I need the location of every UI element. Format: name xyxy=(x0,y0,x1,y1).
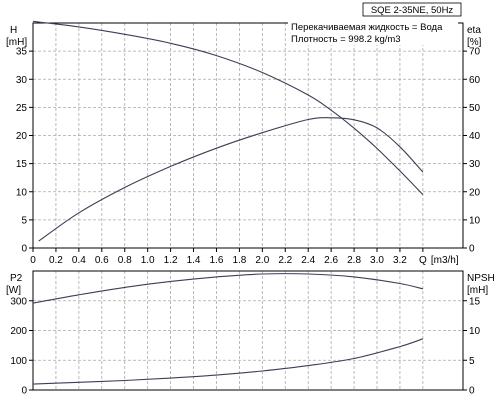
x-axis-unit: [m3/h] xyxy=(431,255,459,266)
upper-right-tick-label: 70 xyxy=(469,47,481,58)
lower-left-axis-label: P2 xyxy=(10,273,23,284)
x-tick-label: 0.2 xyxy=(49,255,63,266)
lower-left-axis-unit: [W] xyxy=(6,285,21,296)
x-tick-label: 1.8 xyxy=(232,255,246,266)
lower-series-0 xyxy=(32,273,424,304)
x-tick-label: 1.2 xyxy=(164,255,178,266)
lower-frame xyxy=(32,270,464,391)
upper-left-tick-label: 20 xyxy=(16,131,28,142)
x-tick-label: 3.0 xyxy=(370,255,384,266)
x-tick-label: 1.4 xyxy=(187,255,201,266)
lower-right-tick-label: 15 xyxy=(469,296,481,307)
upper-series-1 xyxy=(38,117,424,242)
x-tick-label: 1.0 xyxy=(141,255,155,266)
x-tick-label: 2.0 xyxy=(255,255,269,266)
upper-right-tick-label: 30 xyxy=(469,159,481,170)
upper-frame xyxy=(32,22,464,249)
lower-right-tick-label: 0 xyxy=(469,386,475,397)
x-tick-label: 0.6 xyxy=(95,255,109,266)
upper-right-tick-label: 50 xyxy=(469,103,481,114)
upper-right-axis-unit: [%] xyxy=(467,37,482,48)
upper-left-tick-label: 25 xyxy=(16,103,28,114)
lower-right-tick-label: 10 xyxy=(469,326,481,337)
upper-left-tick-label: 15 xyxy=(16,159,28,170)
upper-left-axis-label: H xyxy=(10,25,17,36)
lower-series-1 xyxy=(32,338,424,385)
x-axis-label-q: Q xyxy=(419,255,427,266)
upper-right-tick-label: 10 xyxy=(469,215,481,226)
upper-right-tick-label: 20 xyxy=(469,187,481,198)
x-tick-label: 3.2 xyxy=(393,255,407,266)
upper-panel: 0 5 10 15 20 25 30 35 0 10 20 30 40 50 60 70 H[mH] eta[%] xyxy=(6,20,482,255)
upper-right-tick-label: 60 xyxy=(469,75,481,86)
lower-left-tick-label: 200 xyxy=(10,326,27,337)
x-tick-label: 0.8 xyxy=(118,255,132,266)
upper-left-tick-label: 35 xyxy=(16,47,28,58)
upper-left-tick-label: 0 xyxy=(21,244,27,255)
info-box xyxy=(288,19,458,45)
x-tick-label: 2.4 xyxy=(301,255,315,266)
lower-left-tick-label: 300 xyxy=(10,296,27,307)
lower-right-axis-label: NPSH xyxy=(467,273,495,284)
upper-left-tick-label: 30 xyxy=(16,75,28,86)
chart-title: SQE 2-35NE, 50Hz xyxy=(371,5,454,16)
title-box xyxy=(362,2,462,17)
x-tick-label: 2.8 xyxy=(347,255,361,266)
upper-right-tick-label: 40 xyxy=(469,131,481,142)
upper-right-tick-label: 0 xyxy=(469,244,475,255)
upper-left-tick-label: 10 xyxy=(16,187,28,198)
x-axis: 0 0.2 0.4 0.6 0.8 1.0 1.2 1.4 1.6 1.8 2.0 2.2 2.4 2.6… xyxy=(30,248,459,266)
x-tick-label: 2.2 xyxy=(278,255,292,266)
upper-left-tick-label: 5 xyxy=(21,215,27,226)
lower-right-tick-label: 5 xyxy=(469,356,475,367)
lower-right-axis-unit: [mH] xyxy=(467,285,488,296)
x-tick-label: 1.6 xyxy=(210,255,224,266)
lower-left-tick-label: 100 xyxy=(10,356,27,367)
x-tick-label: 0.4 xyxy=(72,255,86,266)
lower-left-tick-label: 0 xyxy=(21,386,27,397)
upper-left-axis-unit: [mH] xyxy=(6,37,27,48)
info-density: Плотность = 998.2 kg/m3 xyxy=(291,34,401,45)
info-liquid: Перекачиваемая жидкость = Вода xyxy=(291,22,443,33)
x-tick-label: 2.6 xyxy=(324,255,338,266)
upper-right-axis-label: eta xyxy=(467,25,481,36)
upper-series-0 xyxy=(32,20,424,195)
lower-panel: 0 100 200 300 0 5 10 15 P2[W] NPSH[mH] xyxy=(6,270,495,397)
x-tick-label: 0 xyxy=(30,255,36,266)
